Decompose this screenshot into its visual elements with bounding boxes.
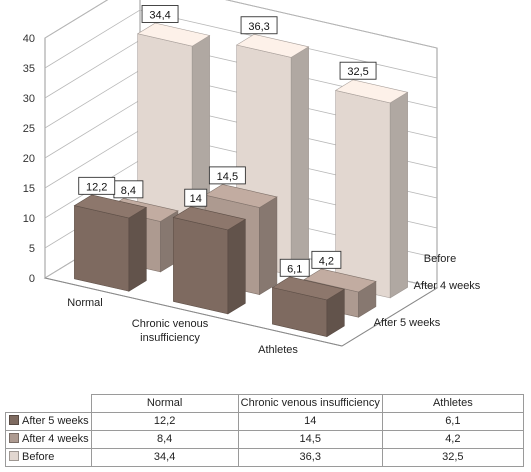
data-table-cell: 8,4	[90, 430, 239, 449]
table-row: After 4 weeks 8,4 14,5 4,2	[5, 430, 524, 449]
data-label: 34,4	[149, 9, 170, 21]
legend-swatch-after-5-weeks	[9, 415, 19, 426]
y-tick-label: 30	[23, 93, 35, 105]
x-axis-line	[44, 277, 343, 347]
data-label-box	[78, 176, 116, 195]
data-label: 12,2	[86, 181, 107, 193]
x-tick-label: Athletes	[258, 344, 298, 356]
legend-label: After 5 weeks	[22, 415, 89, 427]
data-table-row-label: After 4 weeks	[5, 430, 92, 449]
bar-front-face	[335, 90, 391, 299]
data-label-box	[208, 166, 246, 185]
legend-swatch-before	[9, 451, 19, 462]
data-table-cell: 14	[237, 412, 383, 431]
data-label-box	[184, 188, 208, 207]
data-table-corner	[5, 394, 92, 413]
chart-plot-area: 0 5 10 15 20 25 30 35 40 34,4 36,3 32,5 8,4 14,5 4,2 12…	[23, 0, 481, 356]
data-table-cell: 34,4	[90, 448, 239, 467]
data-table-cell: 14,5	[237, 430, 383, 449]
data-table-header-row: Normal Chronic venous insufficiency Athl…	[5, 394, 524, 413]
bar-front-face	[173, 217, 229, 315]
data-table-cell: 12,2	[90, 412, 239, 431]
x-tick-label: Normal	[67, 297, 102, 309]
bar-top-face	[334, 79, 409, 104]
data-table-cell: 6,1	[381, 412, 524, 431]
data-label: 6,1	[287, 263, 302, 275]
table-row: Before 34,4 36,3 32,5	[5, 448, 524, 467]
data-label: 32,5	[347, 66, 368, 78]
bar-top-face	[73, 194, 148, 219]
data-label-box	[279, 258, 310, 277]
bar-before-2: 32,5	[334, 61, 409, 299]
data-table-row-label: Before	[5, 448, 92, 467]
bar-top-face	[235, 33, 310, 58]
bar-side-face	[227, 218, 246, 315]
y-tick-label: 25	[23, 123, 35, 135]
data-table: Normal Chronic venous insufficiency Athl…	[5, 394, 524, 467]
y-tick-label: 0	[29, 273, 35, 285]
y-tick-label: 40	[23, 33, 35, 45]
y-tick-label: 5	[29, 243, 35, 255]
data-label: 8,4	[121, 185, 136, 197]
data-table-header-chronic: Chronic venous insufficiency	[237, 394, 383, 413]
z-tick-label: Before	[424, 253, 456, 265]
gridline	[44, 9, 438, 79]
data-table-cell: 32,5	[381, 448, 524, 467]
data-label: 36,3	[248, 21, 269, 33]
data-label-box	[311, 250, 342, 269]
bar-front-face	[74, 205, 130, 292]
legend-label: After 4 weeks	[22, 433, 89, 445]
data-label: 14	[190, 193, 202, 205]
data-table-cell: 4,2	[381, 430, 524, 449]
z-axis-line	[341, 287, 438, 347]
z-tick-label: After 4 weeks	[414, 280, 481, 292]
bar-top-face	[136, 22, 211, 47]
y-tick-label: 10	[23, 213, 35, 225]
gridline	[44, 0, 438, 49]
data-table-cell: 36,3	[237, 448, 383, 467]
data-label-box	[339, 61, 377, 80]
bar-after-5-weeks-2: 6,1	[271, 258, 346, 338]
x-tick-label: Chronic venous insufficiency	[132, 318, 209, 344]
data-table-header-normal: Normal	[90, 394, 239, 413]
data-label: 4,2	[319, 255, 334, 267]
data-label-box	[240, 16, 278, 35]
data-label: 14,5	[217, 171, 238, 183]
y-tick-label: 15	[23, 183, 35, 195]
y-tick-label: 20	[23, 153, 35, 165]
bar-side-face	[389, 91, 408, 299]
bar-after-5-weeks-1: 14	[172, 188, 247, 315]
z-tick-label: After 5 weeks	[374, 317, 441, 329]
bar-top-face	[271, 276, 346, 301]
bar-side-face	[290, 46, 309, 276]
bar-top-face	[204, 184, 278, 208]
legend-label: Before	[22, 451, 55, 463]
bar-after-5-weeks-0: 12,2	[73, 176, 148, 292]
data-label-box	[141, 5, 179, 23]
y-tick-label: 35	[23, 63, 35, 75]
bar-top-face	[303, 268, 377, 293]
table-row: After 5 weeks 12,2 14 6,1	[5, 412, 524, 431]
bar-side-face	[128, 206, 147, 292]
legend-swatch-after-4-weeks	[9, 433, 19, 444]
data-table-row-label: After 5 weeks	[5, 412, 92, 431]
data-table-header-athletes: Athletes	[381, 394, 524, 413]
bar-side-face	[259, 196, 278, 296]
bar-top-face	[172, 206, 247, 231]
